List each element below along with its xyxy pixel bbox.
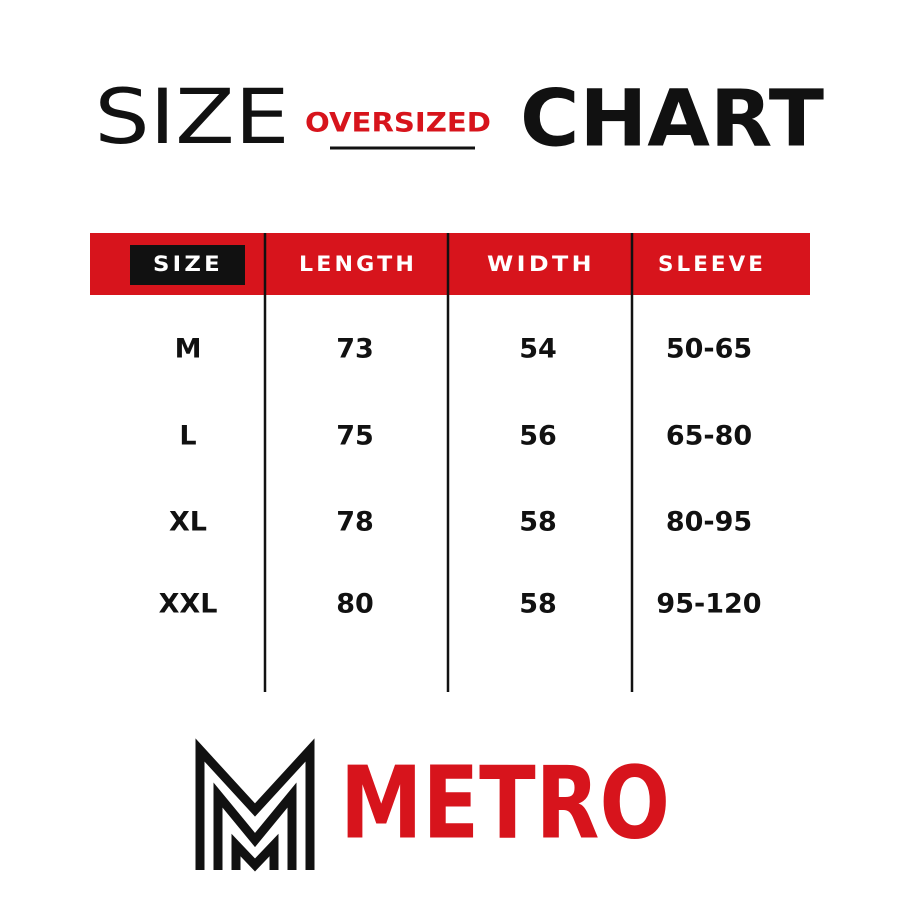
table-cell: XXL [159, 589, 218, 620]
table-cell: 56 [519, 421, 557, 452]
emblem-stroke [231, 833, 279, 872]
table-cell: 80-95 [666, 507, 752, 538]
column-dividers [263, 233, 634, 692]
table-cell: L [179, 421, 196, 452]
column-header: LENGTH [299, 252, 417, 276]
title-size: SIZE [95, 72, 290, 161]
table-cell: 75 [336, 421, 374, 452]
table: SIZE LENGTH WIDTH SLEEVE M 73 54 50-65 L 75 56 65-8… [153, 252, 766, 620]
table-cell: 54 [519, 334, 557, 365]
table-cell: 78 [336, 507, 374, 538]
table-cell: 80 [336, 589, 374, 620]
table-cell: M [175, 334, 202, 365]
subtitle: OVERSIZED [305, 108, 491, 139]
table-cell: 95-120 [656, 589, 761, 620]
table-cell: XL [169, 507, 207, 538]
table-cell: 65-80 [666, 421, 752, 452]
brand-name: METRO [340, 744, 670, 861]
title-chart: CHART [520, 74, 824, 164]
emblem-stroke [195, 738, 315, 870]
table-cell: 58 [519, 507, 557, 538]
column-header: SLEEVE [658, 252, 766, 276]
size-header-box [130, 245, 245, 285]
table-cell: 73 [336, 334, 374, 365]
column-header: SIZE [153, 252, 223, 276]
brand-emblem [195, 738, 315, 872]
column-header: WIDTH [487, 252, 595, 276]
emblem-stroke [213, 782, 297, 870]
table-cell: 50-65 [666, 334, 752, 365]
table-cell: 58 [519, 589, 557, 620]
